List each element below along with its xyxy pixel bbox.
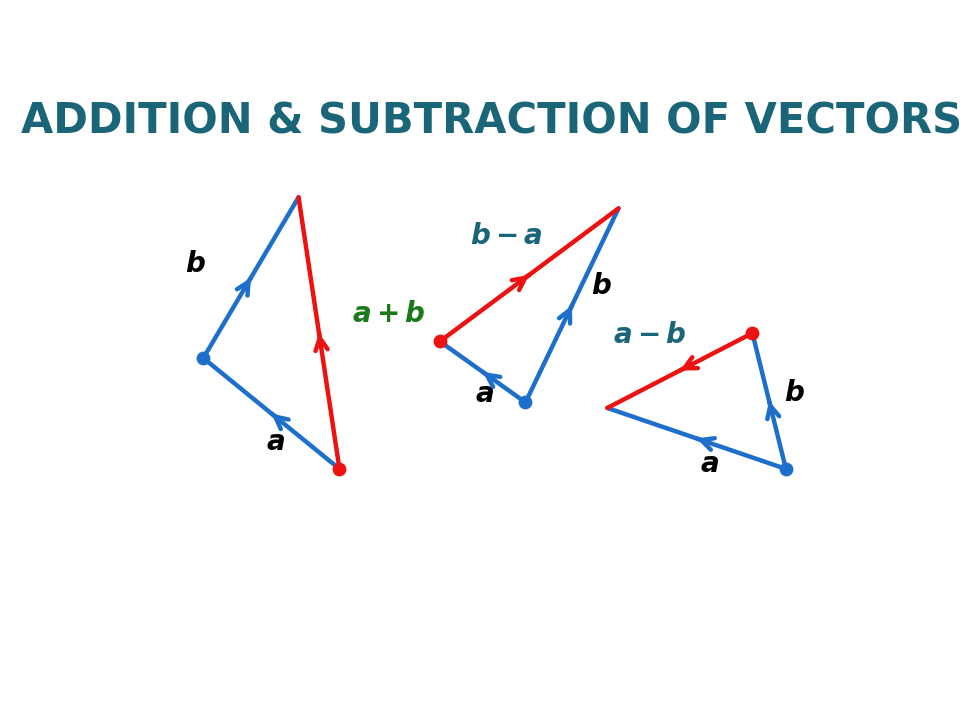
Text: $\boldsymbol{b - a}$: $\boldsymbol{b - a}$ — [469, 222, 542, 251]
Point — [332, 463, 348, 474]
Point — [196, 352, 211, 364]
Point — [517, 397, 533, 408]
Point — [745, 328, 760, 339]
Text: ADDITION & SUBTRACTION OF VECTORS: ADDITION & SUBTRACTION OF VECTORS — [21, 100, 960, 143]
Text: $\boldsymbol{b}$: $\boldsymbol{b}$ — [184, 250, 205, 278]
Point — [779, 463, 794, 474]
Text: $\boldsymbol{a}$: $\boldsymbol{a}$ — [475, 380, 494, 408]
Text: $\boldsymbol{a + b}$: $\boldsymbol{a + b}$ — [352, 300, 426, 328]
Text: $\boldsymbol{a}$: $\boldsymbol{a}$ — [701, 450, 719, 477]
Text: $\boldsymbol{a}$: $\boldsymbol{a}$ — [266, 428, 284, 456]
Text: $\boldsymbol{a - b}$: $\boldsymbol{a - b}$ — [613, 321, 687, 348]
Text: $\boldsymbol{b}$: $\boldsymbol{b}$ — [784, 379, 804, 407]
Text: $\boldsymbol{b}$: $\boldsymbol{b}$ — [590, 272, 612, 300]
Point — [432, 336, 447, 347]
